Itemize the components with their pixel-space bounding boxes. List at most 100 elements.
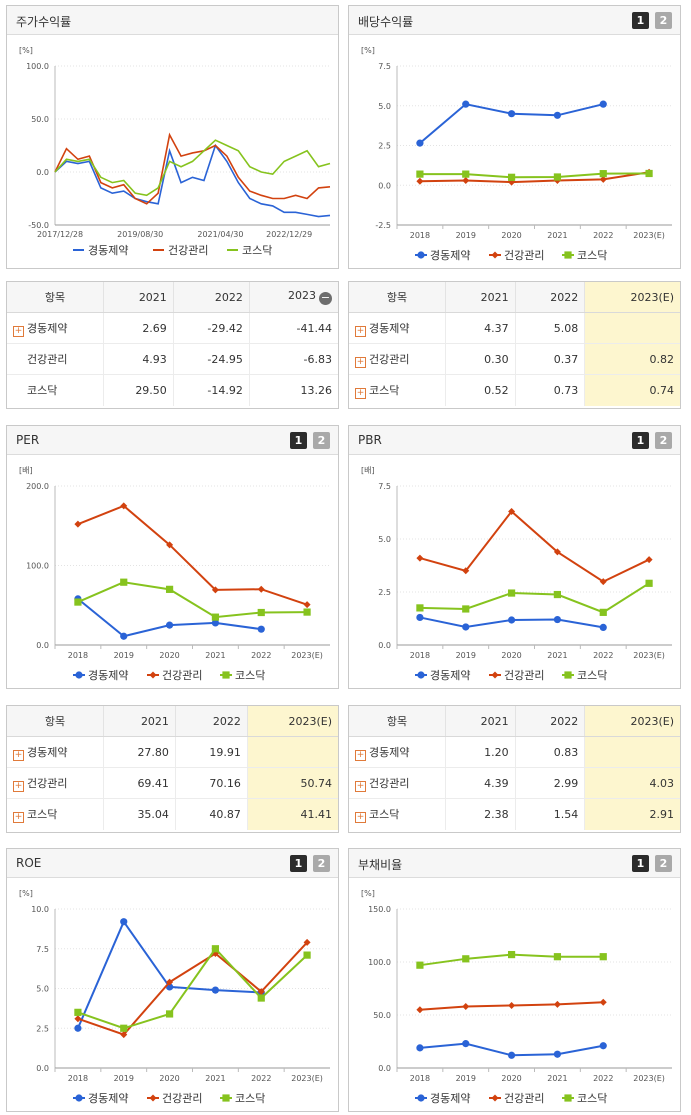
x-tick-label: 2022 — [251, 651, 271, 660]
data-point — [416, 613, 424, 622]
pager: 1 2 — [632, 855, 672, 872]
data-point — [553, 1050, 562, 1058]
data-point — [416, 961, 424, 969]
pager: 1 2 — [290, 432, 330, 449]
page-1-button[interactable]: 1 — [632, 12, 649, 29]
expand-icon[interactable]: + — [13, 325, 24, 337]
legend-label: 경동제약 — [430, 248, 470, 262]
page-2-button[interactable]: 2 — [655, 12, 672, 29]
debt-line-chart: [%] 150.0 100.0 50.0 0.0 2018 2019 2020 2021 2022… — [361, 889, 672, 1105]
row-name: 경동제약 — [27, 745, 68, 759]
column-header: 2023− — [248, 282, 338, 313]
page-1-button[interactable]: 1 — [290, 432, 307, 449]
table-cell: 0.37 — [514, 343, 585, 375]
expand-icon[interactable]: + — [13, 811, 24, 823]
table-cell: 69.41 — [103, 767, 176, 799]
data-point — [553, 173, 562, 181]
expand-icon[interactable]: + — [355, 325, 366, 337]
returns-chart-panel: 주가수익률 [%] 100.0 50.0 0.0 -50.0 2017/12/28 2019… — [6, 5, 339, 269]
y-tick-label: 100.0 — [26, 62, 49, 71]
panel-title: PER — [16, 433, 40, 447]
page-1-button[interactable]: 1 — [290, 855, 307, 872]
expand-icon[interactable]: + — [355, 356, 366, 368]
expand-icon[interactable]: + — [13, 780, 24, 792]
data-point — [462, 170, 470, 178]
row-name: 코스닥 — [27, 384, 58, 398]
data-point — [257, 994, 265, 1002]
data-point — [74, 1024, 82, 1032]
data-point — [599, 998, 607, 1006]
expand-icon[interactable]: + — [13, 749, 24, 761]
table-header-row: 항목 2021 2022 2023(E) — [349, 706, 680, 737]
data-point — [645, 579, 653, 587]
panel-title: 부채비율 — [358, 858, 403, 872]
table-cell: -14.92 — [172, 374, 250, 406]
expand-icon[interactable]: + — [355, 749, 366, 761]
y-tick-label: 50.0 — [31, 115, 49, 124]
table-cell: 2.91 — [584, 798, 680, 830]
data-point — [564, 1094, 572, 1102]
x-tick-label: 2020 — [501, 651, 521, 660]
data-point — [507, 1051, 516, 1059]
x-tick-label: 2020 — [159, 1074, 179, 1083]
row-label: + 건강관리 — [349, 767, 446, 799]
page-2-button[interactable]: 2 — [313, 855, 330, 872]
column-header: 2022 — [174, 706, 248, 737]
data-point — [257, 608, 265, 617]
page-2-button[interactable]: 2 — [313, 432, 330, 449]
x-tick-label: 2018 — [410, 651, 430, 660]
data-point — [211, 586, 219, 594]
page-1-button[interactable]: 1 — [632, 855, 649, 872]
data-point — [462, 1003, 470, 1011]
page-2-button[interactable]: 2 — [655, 432, 672, 449]
row-name: 건강관리 — [369, 352, 410, 366]
expand-icon[interactable]: + — [355, 811, 366, 823]
data-point — [507, 950, 516, 959]
data-point — [462, 100, 470, 108]
pbr-table-panel: 항목 2021 2022 2023(E) + 경동제약 1.20 0.83 + 건강관리 4.39 2… — [348, 705, 681, 833]
row-label: + 코스닥 — [349, 799, 446, 830]
legend-label: 경동제약 — [88, 668, 128, 682]
page-2-button[interactable]: 2 — [655, 855, 672, 872]
pager: 1 2 — [632, 432, 672, 449]
data-point — [120, 502, 128, 510]
x-tick-label: 2021 — [547, 1074, 567, 1083]
table-row: 건강관리 4.93 -24.95 -6.83 — [7, 343, 338, 375]
data-point — [553, 111, 562, 119]
collapse-icon[interactable]: − — [319, 291, 332, 305]
dividend-chart-panel: 배당수익률 1 2 [%] 7.5 5.0 2.5 0.0 -2.5 2018 2019 202… — [348, 5, 681, 269]
per-line-chart: [배] 200.0 100.0 0.0 2018 2019 2020 2021 2022 2023… — [19, 466, 330, 682]
x-tick-label: 2021 — [205, 1074, 225, 1083]
x-tick-label: 2019 — [114, 651, 134, 660]
column-header: 2022 — [514, 706, 585, 737]
panel-title: ROE — [16, 856, 42, 870]
data-point — [599, 170, 607, 178]
legend-label: 경동제약 — [88, 243, 128, 257]
data-point — [462, 605, 470, 613]
pbr-line-chart: [배]7.5 5.0 2.5 0.0 2018 2019 2020 2021 2022 2023(… — [361, 466, 672, 682]
data-point — [222, 1094, 230, 1102]
series-line — [419, 171, 650, 184]
data-point — [165, 621, 174, 629]
roe-chart-panel: ROE 1 2 [%] 10.0 7.5 5.0 2.5 0.0 2018 2019 2020 2… — [6, 848, 339, 1112]
expand-icon[interactable]: + — [355, 780, 366, 792]
column-header: 2023(E) — [584, 282, 680, 313]
table-cell: 19.91 — [174, 736, 248, 768]
table-cell — [584, 312, 680, 344]
expand-icon[interactable]: + — [355, 387, 366, 399]
table-cell: 40.87 — [174, 798, 248, 830]
legend-label: 코스닥 — [235, 669, 265, 682]
column-header: 2022 — [172, 282, 250, 313]
data-point — [211, 619, 220, 627]
y-tick-label: 50.0 — [373, 1011, 391, 1020]
axis-unit: [%] — [361, 46, 375, 55]
data-point — [165, 1010, 174, 1018]
series-line — [54, 143, 331, 218]
column-header: 2021 — [445, 706, 516, 737]
x-tick-label: 2018 — [68, 1074, 88, 1083]
data-point — [75, 1094, 83, 1102]
row-name: 코스닥 — [369, 807, 400, 821]
page-1-button[interactable]: 1 — [632, 432, 649, 449]
data-point — [257, 585, 265, 593]
table-cell: -24.95 — [172, 343, 250, 375]
